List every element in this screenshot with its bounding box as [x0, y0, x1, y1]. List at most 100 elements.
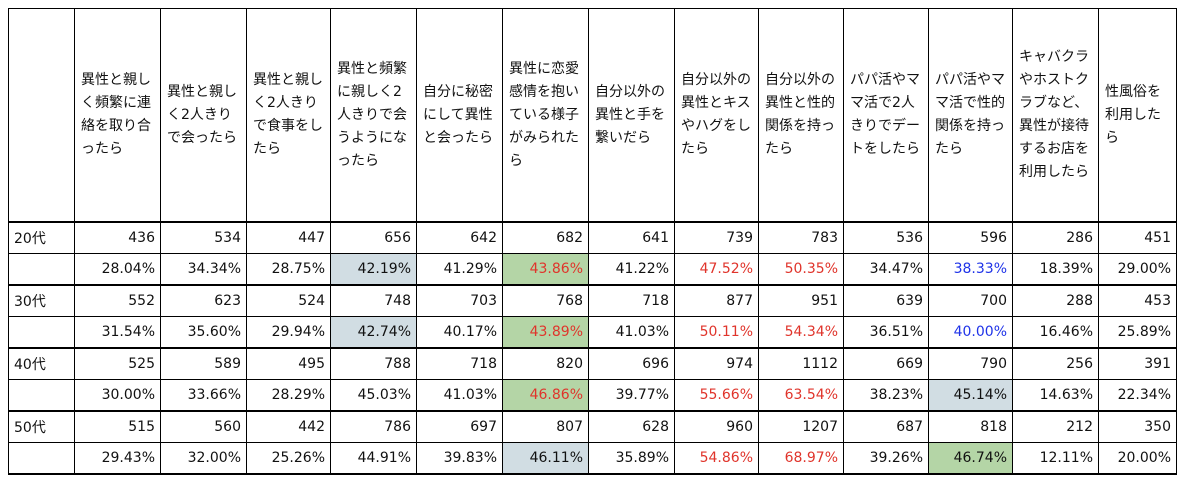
- percent-cell: 54.34%: [758, 316, 844, 349]
- column-header: キャバクラやホストクラブなど、異性が接待するお店を利用したら: [1012, 8, 1099, 223]
- table-row-count: 30代 552 623 524 748 703 768 718 877 951 639 700 288 4…: [8, 284, 1177, 317]
- percent-cell: 41.29%: [416, 253, 503, 286]
- column-header: 異性と親しく頻繁に連絡を取り合ったら: [74, 8, 161, 223]
- count-cell: 783: [758, 221, 844, 254]
- percent-cell: 29.94%: [246, 316, 331, 349]
- count-cell: 453: [1098, 284, 1177, 317]
- count-cell: 739: [674, 221, 759, 254]
- count-cell: 447: [246, 221, 331, 254]
- percent-cell: 31.54%: [74, 316, 161, 349]
- percent-cell: 35.89%: [588, 442, 675, 475]
- percent-cell: 41.22%: [588, 253, 675, 286]
- percent-cell: 54.86%: [674, 442, 759, 475]
- count-cell: 639: [843, 284, 929, 317]
- percent-cell: 33.66%: [160, 379, 247, 412]
- percent-cell: 30.00%: [74, 379, 161, 412]
- count-cell: 788: [330, 347, 417, 380]
- empty-label-cell: [8, 253, 75, 286]
- count-cell: 1112: [758, 347, 844, 380]
- percent-cell: 43.86%: [502, 253, 589, 286]
- column-header: 異性と親しく2人きりで会ったら: [160, 8, 247, 223]
- percent-cell: 38.23%: [843, 379, 929, 412]
- table-row-percent: 28.04% 34.34% 28.75% 42.19% 41.29% 43.86% 41.2…: [8, 253, 1177, 286]
- percent-cell: 46.74%: [928, 442, 1013, 475]
- percent-cell: 42.74%: [330, 316, 417, 349]
- count-cell: 436: [74, 221, 161, 254]
- count-cell: 442: [246, 410, 331, 443]
- table-body: 20代 436 534 447 656 642 682 641 739 783 536 596 286 4…: [8, 221, 1177, 475]
- count-cell: 786: [330, 410, 417, 443]
- age-group-label: 50代: [8, 410, 75, 443]
- percent-cell: 41.03%: [416, 379, 503, 412]
- percent-cell: 42.19%: [330, 253, 417, 286]
- table-row-percent: 29.43% 32.00% 25.26% 44.91% 39.83% 46.11% 35.8…: [8, 442, 1177, 475]
- count-cell: 534: [160, 221, 247, 254]
- count-cell: 820: [502, 347, 589, 380]
- percent-cell: 40.00%: [928, 316, 1013, 349]
- count-cell: 1207: [758, 410, 844, 443]
- percent-cell: 34.34%: [160, 253, 247, 286]
- table-row-count: 50代 515 560 442 786 697 807 628 960 1207 687 818 212…: [8, 410, 1177, 443]
- percent-cell: 35.60%: [160, 316, 247, 349]
- percent-cell: 45.03%: [330, 379, 417, 412]
- count-cell: 790: [928, 347, 1013, 380]
- count-cell: 391: [1098, 347, 1177, 380]
- count-cell: 350: [1098, 410, 1177, 443]
- percent-cell: 14.63%: [1012, 379, 1099, 412]
- survey-table-container: 異性と親しく頻繁に連絡を取り合ったら 異性と親しく2人きりで会ったら 異性と親しく2…: [8, 8, 1177, 475]
- percent-cell: 12.11%: [1012, 442, 1099, 475]
- count-cell: 524: [246, 284, 331, 317]
- count-cell: 718: [416, 347, 503, 380]
- percent-cell: 39.26%: [843, 442, 929, 475]
- column-header: パパ活やママ活で2人きりでデートをしたら: [843, 8, 929, 223]
- percent-cell: 44.91%: [330, 442, 417, 475]
- count-cell: 628: [588, 410, 675, 443]
- percent-cell: 29.43%: [74, 442, 161, 475]
- empty-label-cell: [8, 379, 75, 412]
- column-header: 性風俗を利用したら: [1098, 8, 1177, 223]
- count-cell: 877: [674, 284, 759, 317]
- percent-cell: 39.77%: [588, 379, 675, 412]
- count-cell: 682: [502, 221, 589, 254]
- percent-cell: 28.75%: [246, 253, 331, 286]
- count-cell: 536: [843, 221, 929, 254]
- age-group-label: 20代: [8, 221, 75, 254]
- count-cell: 212: [1012, 410, 1099, 443]
- count-cell: 642: [416, 221, 503, 254]
- column-header: 自分以外の異性と性的関係を持ったら: [758, 8, 844, 223]
- empty-label-cell: [8, 442, 75, 475]
- percent-cell: 32.00%: [160, 442, 247, 475]
- count-cell: 703: [416, 284, 503, 317]
- survey-table: 異性と親しく頻繁に連絡を取り合ったら 異性と親しく2人きりで会ったら 異性と親しく2…: [8, 8, 1177, 475]
- count-cell: 560: [160, 410, 247, 443]
- count-cell: 451: [1098, 221, 1177, 254]
- count-cell: 687: [843, 410, 929, 443]
- count-cell: 768: [502, 284, 589, 317]
- percent-cell: 47.52%: [674, 253, 759, 286]
- percent-cell: 22.34%: [1098, 379, 1177, 412]
- percent-cell: 25.26%: [246, 442, 331, 475]
- count-cell: 552: [74, 284, 161, 317]
- percent-cell: 43.89%: [502, 316, 589, 349]
- corner-cell: [8, 8, 75, 223]
- percent-cell: 45.14%: [928, 379, 1013, 412]
- percent-cell: 34.47%: [843, 253, 929, 286]
- count-cell: 656: [330, 221, 417, 254]
- column-header: 自分以外の異性とキスやハグをしたら: [674, 8, 759, 223]
- table-row-percent: 30.00% 33.66% 28.29% 45.03% 41.03% 46.86% 39.7…: [8, 379, 1177, 412]
- column-header: パパ活やママ活で性的関係を持ったら: [928, 8, 1013, 223]
- count-cell: 807: [502, 410, 589, 443]
- column-header: 異性に恋愛感情を抱いている様子がみられたら: [502, 8, 589, 223]
- count-cell: 748: [330, 284, 417, 317]
- count-cell: 697: [416, 410, 503, 443]
- table-row-percent: 31.54% 35.60% 29.94% 42.74% 40.17% 43.89% 41.0…: [8, 316, 1177, 349]
- age-group-label: 40代: [8, 347, 75, 380]
- count-cell: 256: [1012, 347, 1099, 380]
- count-cell: 669: [843, 347, 929, 380]
- age-group-label: 30代: [8, 284, 75, 317]
- percent-cell: 68.97%: [758, 442, 844, 475]
- percent-cell: 28.04%: [74, 253, 161, 286]
- percent-cell: 39.83%: [416, 442, 503, 475]
- count-cell: 596: [928, 221, 1013, 254]
- percent-cell: 46.86%: [502, 379, 589, 412]
